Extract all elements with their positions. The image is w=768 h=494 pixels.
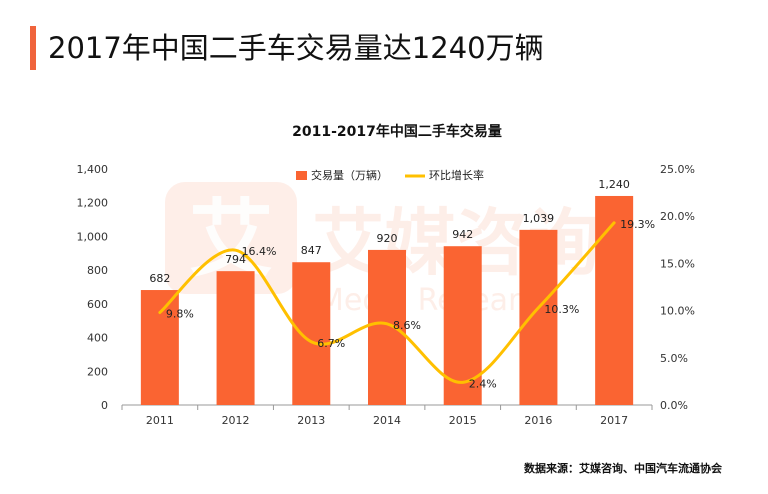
chart-title: 2011-2017年中国二手车交易量 xyxy=(292,123,502,140)
bar-data-label: 1,240 xyxy=(598,178,630,191)
y-left-tick-label: 400 xyxy=(87,332,108,345)
chart-legend: 交易量（万辆） 环比增长率 xyxy=(296,168,484,182)
bar-data-label: 794 xyxy=(225,253,246,266)
bar xyxy=(519,229,558,405)
legend-label-bar: 交易量（万辆） xyxy=(311,168,388,182)
y-left-tick-label: 1,000 xyxy=(77,230,109,243)
data-labels: 682 794 847 920 942 1,039 1,240 9.8% 16.4% 6.7% 8.… xyxy=(149,178,655,390)
legend-swatch-bar xyxy=(296,171,307,180)
growth-line xyxy=(158,221,616,384)
title-accent-bar xyxy=(30,26,36,70)
y-left-tick-label: 0 xyxy=(101,399,108,412)
bar xyxy=(595,195,634,405)
line-data-label: 19.3% xyxy=(620,218,655,231)
line-data-label: 16.4% xyxy=(242,245,277,258)
bar-data-label: 942 xyxy=(452,228,473,241)
chart-axes: 0 200 400 600 800 1,000 1,200 1,400 0.0% 5.0% 10.0… xyxy=(77,163,695,427)
bar xyxy=(140,290,179,405)
x-tick-label: 2012 xyxy=(222,414,250,427)
y-right-tick-label: 25.0% xyxy=(660,163,695,176)
watermark-logo-box xyxy=(165,182,297,294)
x-tick-label: 2017 xyxy=(600,414,628,427)
bar-data-label: 682 xyxy=(149,272,170,285)
x-tick-label: 2014 xyxy=(373,414,401,427)
bar xyxy=(292,262,331,405)
source-note: 数据来源：艾媒咨询、中国汽车流通协会 xyxy=(524,462,722,475)
y-left-tick-label: 600 xyxy=(87,298,108,311)
x-tick-label: 2015 xyxy=(449,414,477,427)
x-tick-label: 2016 xyxy=(524,414,552,427)
line-data-label: 8.6% xyxy=(393,319,421,332)
bar-data-label: 1,039 xyxy=(523,212,555,225)
line-data-label: 10.3% xyxy=(544,303,579,316)
y-right-tick-label: 15.0% xyxy=(660,257,695,270)
page-title: 2017年中国二手车交易量达1240万辆 xyxy=(48,31,544,65)
line-data-label: 2.4% xyxy=(469,377,497,390)
bar xyxy=(216,271,255,405)
y-left-tick-label: 200 xyxy=(87,365,108,378)
y-left-tick-label: 800 xyxy=(87,264,108,277)
legend-label-line: 环比增长率 xyxy=(429,168,484,182)
y-left-tick-label: 1,200 xyxy=(77,197,109,210)
y-right-tick-label: 0.0% xyxy=(660,399,688,412)
watermark-subtext: Media Research xyxy=(318,283,555,318)
line-series xyxy=(158,221,616,384)
y-right-tick-label: 5.0% xyxy=(660,352,688,365)
line-data-label: 6.7% xyxy=(317,337,345,350)
bar-data-label: 847 xyxy=(301,244,322,257)
y-right-tick-label: 10.0% xyxy=(660,305,695,318)
bar-data-label: 920 xyxy=(377,232,398,245)
y-left-tick-label: 1,400 xyxy=(77,163,109,176)
y-right-tick-label: 20.0% xyxy=(660,210,695,223)
x-tick-label: 2011 xyxy=(146,414,174,427)
line-data-label: 9.8% xyxy=(166,307,194,320)
bar xyxy=(368,249,406,405)
x-tick-label: 2013 xyxy=(297,414,325,427)
